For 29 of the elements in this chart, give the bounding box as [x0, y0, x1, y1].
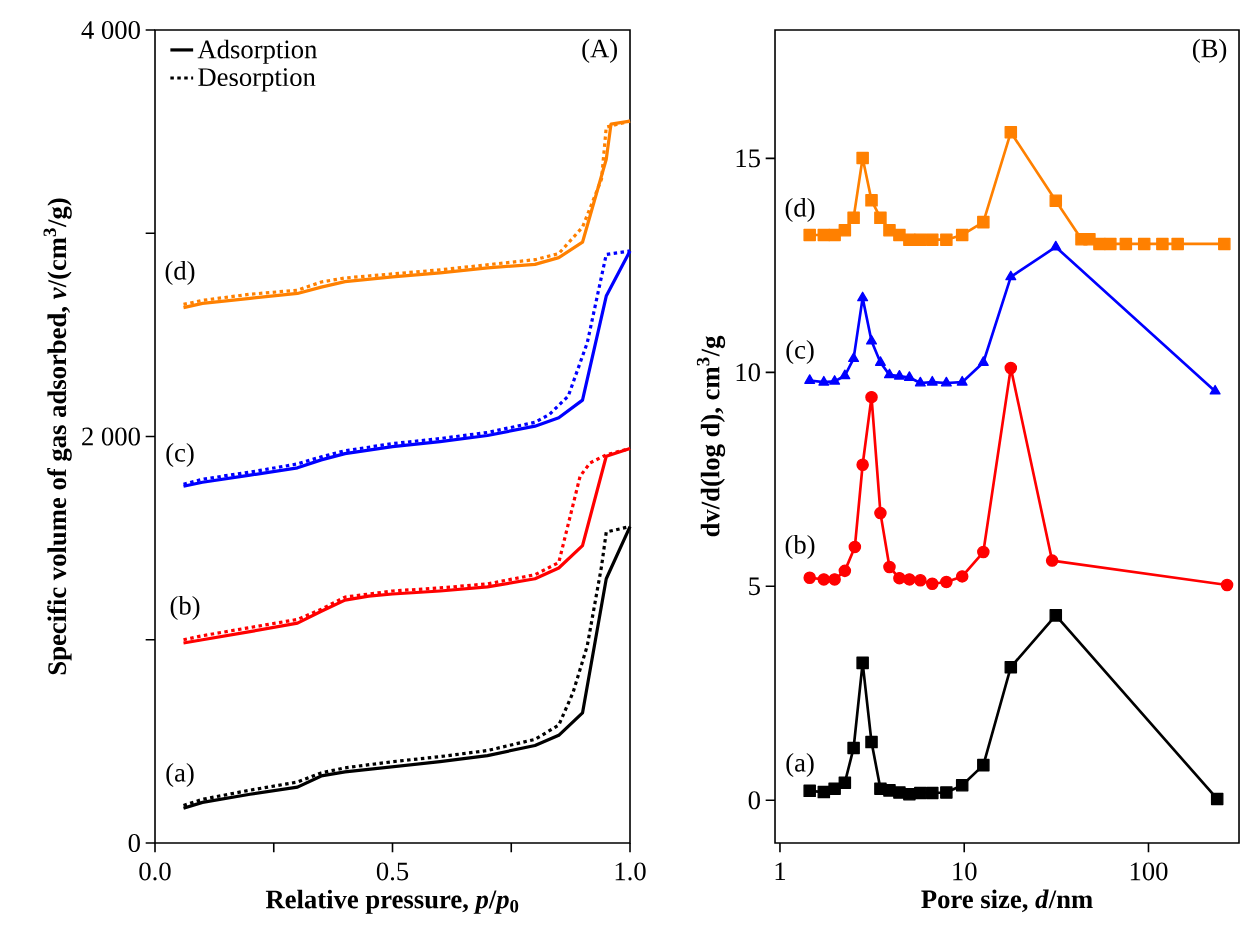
y-axis-title: Specific volume of gas adsorbed, v/(cm$^{3}$/g): [43, 198, 72, 675]
y-axis-title: dv/d(log d), cm$^{3}$/g: [696, 335, 726, 537]
legend-label: Adsorption: [197, 39, 317, 64]
y-tick-label: 10: [736, 363, 760, 382]
x-tick-label: 1: [775, 862, 786, 880]
annotation: (a): [786, 752, 814, 778]
x-tick-label: 100: [1130, 862, 1168, 881]
x-tick-label: 1.0: [615, 862, 646, 881]
y-tick-label: 2 000: [82, 427, 140, 446]
annotation: (d): [785, 197, 815, 223]
legend-label: Desorption: [198, 68, 316, 92]
annotation: (d): [165, 260, 195, 286]
y-tick-label: 4 000: [81, 21, 140, 39]
x-axis-title: Pore size, d/nm: [921, 889, 1093, 913]
y-tick-label: 15: [736, 149, 760, 168]
y-tick-label: 0: [748, 791, 760, 810]
annotation: (a): [166, 762, 194, 788]
y-tick-label: 5: [749, 577, 760, 596]
annotation: (A): [582, 38, 617, 63]
annotation: (b): [170, 595, 200, 621]
x-tick-label: 0.5: [376, 862, 409, 881]
y-tick-label: 0: [128, 834, 140, 852]
x-tick-label: 0.0: [139, 862, 171, 881]
annotation: (c): [166, 442, 194, 468]
annotation: (c): [786, 339, 814, 365]
x-tick-label: 10: [953, 862, 977, 881]
annotation: (B): [1192, 38, 1227, 63]
annotation: (b): [785, 534, 815, 560]
x-axis-title: Relative pressure, p/p$_{0}$: [265, 889, 519, 914]
